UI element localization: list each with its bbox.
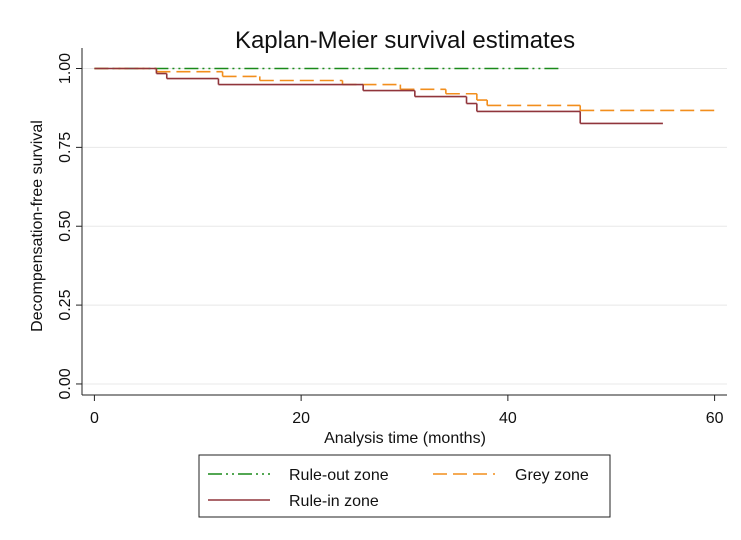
- legend-label: Rule-out zone: [289, 467, 389, 484]
- y-tick-label: 1.00: [57, 53, 74, 84]
- chart-title: Kaplan-Meier survival estimates: [235, 27, 575, 54]
- x-tick-label: 0: [90, 410, 99, 427]
- x-tick-label: 20: [292, 410, 310, 427]
- y-tick-label: 0.25: [57, 289, 74, 320]
- x-axis-label: Analysis time (months): [324, 430, 486, 447]
- plot-area: [82, 48, 727, 395]
- legend-label: Grey zone: [515, 467, 589, 484]
- x-tick-label: 40: [499, 410, 517, 427]
- legend-label: Rule-in zone: [289, 493, 379, 510]
- y-tick-label: 0.75: [57, 132, 74, 163]
- x-tick-label: 60: [706, 410, 724, 427]
- y-tick-label: 0.50: [57, 211, 74, 242]
- legend-box: [198, 454, 611, 518]
- y-tick-label: 0.00: [57, 368, 74, 399]
- y-axis-label: Decompensation-free survival: [29, 120, 46, 332]
